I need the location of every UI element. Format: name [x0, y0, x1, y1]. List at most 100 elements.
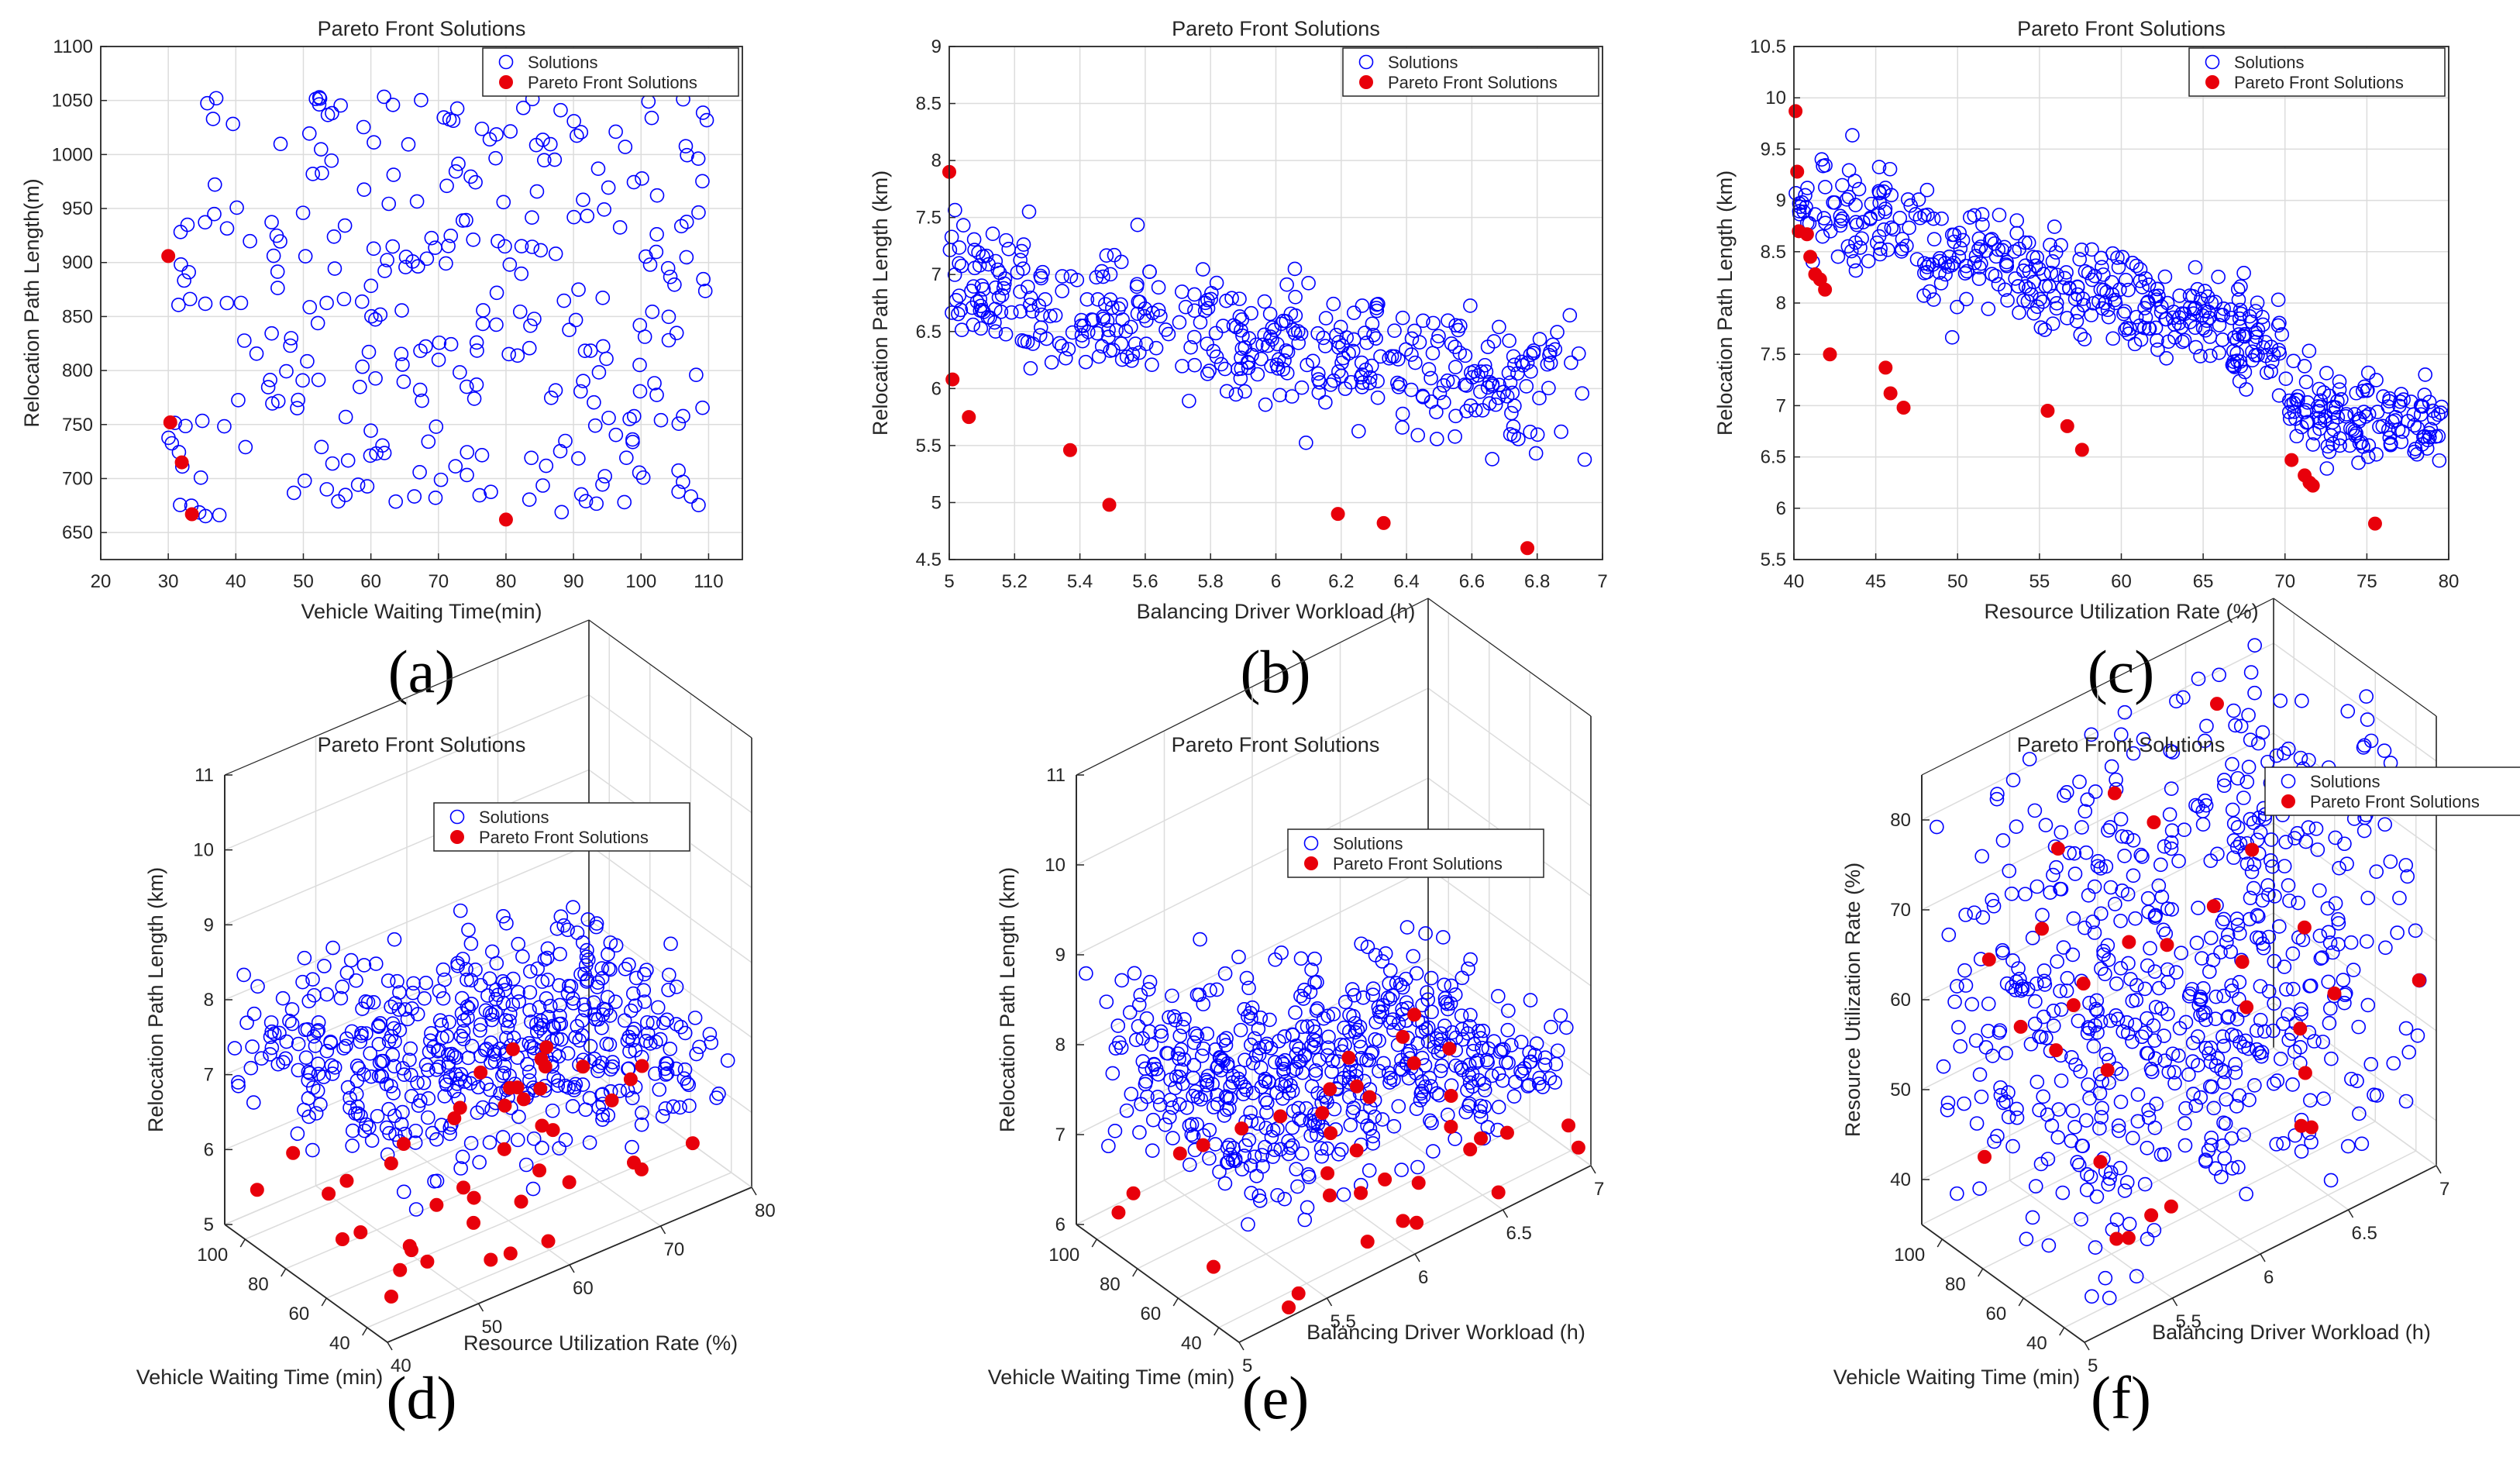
wall-gridline: [224, 918, 590, 1076]
solution-point: [649, 388, 664, 402]
solution-point: [2019, 1231, 2034, 1246]
solution-point: [1220, 1155, 1234, 1170]
solution-point: [301, 1073, 316, 1088]
y-tick-label: 800: [62, 360, 93, 381]
solution-point: [1391, 352, 1406, 367]
solution-point: [642, 257, 658, 272]
pareto-point: [510, 1080, 525, 1095]
solution-point: [1800, 181, 1815, 195]
solution-point: [1258, 1092, 1273, 1107]
solution-point: [1360, 939, 1375, 955]
solution-point: [1260, 338, 1275, 353]
solution-point: [1575, 386, 1590, 401]
solution-point: [2224, 1131, 2239, 1146]
pareto-point: [1315, 1106, 1330, 1121]
solution-point: [419, 251, 435, 267]
solution-point: [437, 1089, 453, 1104]
solution-point: [460, 999, 475, 1014]
solution-point: [1004, 305, 1019, 320]
solution-point: [1111, 301, 1126, 316]
solution-point: [2128, 911, 2143, 926]
solution-point: [1496, 384, 1511, 400]
solution-point: [2416, 429, 2431, 444]
solution-point: [573, 487, 589, 502]
pareto-point: [1896, 401, 1911, 415]
solution-point: [1853, 240, 1868, 255]
solution-point: [2177, 332, 2192, 348]
solution-point: [1360, 1118, 1375, 1133]
solution-point: [1558, 1020, 1574, 1035]
solution-point: [599, 1002, 614, 1018]
solution-point: [599, 1036, 615, 1052]
solution-point: [469, 377, 484, 392]
solution-point: [459, 379, 474, 394]
solution-point: [580, 912, 596, 927]
solution-point: [482, 1135, 497, 1150]
solution-point: [1957, 1096, 1971, 1111]
z-tick-label: 70: [1890, 900, 1911, 921]
solution-point: [1234, 350, 1248, 365]
solution-point: [2319, 461, 2335, 476]
solution-point: [1944, 330, 1960, 345]
pareto-point: [1360, 1235, 1375, 1249]
solution-point: [2164, 823, 2180, 839]
solution-point: [1418, 926, 1433, 941]
solution-point: [1244, 1114, 1259, 1128]
solution-point: [460, 1010, 475, 1025]
solution-point: [1955, 232, 1971, 248]
solution-point: [655, 1108, 670, 1124]
solution-point: [649, 1035, 663, 1049]
solution-point: [2253, 1012, 2268, 1028]
solution-point: [1950, 979, 1964, 994]
solution-point: [1193, 1092, 1209, 1107]
wall-gridline: [1076, 687, 1429, 866]
solution-point: [553, 997, 567, 1013]
solution-point: [2247, 685, 2262, 701]
legend-pareto-marker: [2205, 75, 2219, 89]
pareto-point: [2040, 404, 2055, 418]
solution-point: [428, 491, 443, 505]
solution-point: [1424, 970, 1439, 986]
solution-point: [2126, 746, 2141, 761]
solution-point: [1537, 1050, 1553, 1065]
solution-point: [661, 332, 676, 348]
solution-point: [2270, 1073, 2285, 1088]
solution-point: [1278, 1079, 1293, 1094]
solution-point: [174, 257, 188, 272]
solution-point: [1204, 286, 1219, 301]
z-axis-label: Resource Utilization Rate (%): [1841, 863, 1864, 1137]
pareto-point: [514, 1194, 528, 1209]
solution-point: [601, 947, 615, 962]
solution-point: [200, 95, 215, 111]
x-axis-label: Balancing Driver Workload (h): [1137, 600, 1416, 623]
solution-point: [2216, 301, 2231, 316]
solution-point: [1370, 390, 1386, 405]
solution-point: [2228, 1056, 2243, 1072]
solution-point: [2110, 250, 2125, 265]
solution-point: [1183, 339, 1198, 355]
solution-point: [497, 976, 513, 991]
solution-point: [523, 318, 538, 333]
solution-point: [1096, 269, 1110, 284]
pareto-point: [2367, 516, 2382, 531]
solution-point: [250, 979, 265, 994]
solution-point: [2332, 374, 2347, 389]
solution-point: [284, 1016, 300, 1032]
y-tick-label: 10.5: [1750, 36, 1786, 57]
solution-point: [2220, 1010, 2235, 1025]
solution-point: [974, 278, 990, 293]
solution-point: [1462, 1018, 1478, 1034]
solution-point: [2008, 271, 2023, 286]
solution-point: [1231, 1071, 1246, 1087]
solution-point: [1421, 362, 1437, 377]
solution-point: [673, 219, 689, 234]
pareto-point: [2294, 1118, 2308, 1133]
solution-point: [576, 192, 590, 208]
solution-point: [625, 1033, 640, 1048]
solution-point: [1424, 1079, 1438, 1094]
solution-point: [2077, 920, 2092, 935]
solution-point: [2113, 961, 2129, 976]
solution-point: [1294, 380, 1310, 395]
solution-point: [1362, 1163, 1377, 1178]
